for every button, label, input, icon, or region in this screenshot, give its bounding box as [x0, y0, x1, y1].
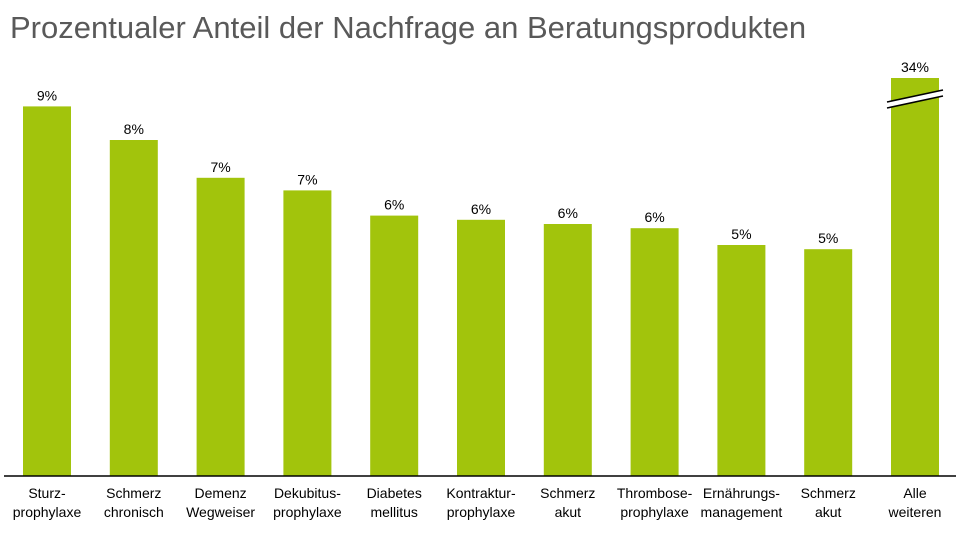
bar — [196, 177, 245, 477]
x-tick-label: Dekubitus- — [274, 485, 341, 501]
data-label: 7% — [210, 159, 230, 175]
bar — [717, 245, 766, 476]
x-tick-label: mellitus — [370, 504, 417, 520]
x-tick-label: prophylaxe — [273, 504, 342, 520]
data-label: 6% — [471, 201, 491, 217]
bar — [804, 249, 853, 476]
axis-break-gap — [887, 90, 943, 108]
data-label: 6% — [558, 205, 578, 221]
bar — [109, 140, 158, 476]
data-label: 6% — [644, 209, 664, 225]
x-tick-label: akut — [815, 504, 842, 520]
x-tick-label: akut — [555, 504, 582, 520]
data-label: 34% — [901, 59, 929, 75]
data-label: 6% — [384, 197, 404, 213]
bar — [283, 190, 332, 476]
data-label: 5% — [731, 226, 751, 242]
x-tick-label: prophylaxe — [447, 504, 516, 520]
data-label: 8% — [124, 121, 144, 137]
x-tick-label: prophylaxe — [13, 504, 82, 520]
bar — [891, 78, 939, 476]
x-tick-label: prophylaxe — [620, 504, 689, 520]
x-tick-label: weiteren — [888, 504, 942, 520]
x-tick-label: Schmerz — [106, 485, 161, 501]
x-tick-label: Schmerz — [540, 485, 595, 501]
x-tick-label: Sturz- — [28, 485, 66, 501]
axis-break-line — [886, 95, 944, 109]
data-label: 7% — [297, 171, 317, 187]
x-tick-label: Thrombose- — [617, 485, 693, 501]
axis-break-line — [886, 89, 944, 103]
bar — [543, 224, 592, 476]
x-tick-label: Kontraktur- — [446, 485, 516, 501]
x-tick-label: management — [701, 504, 783, 520]
bar — [23, 106, 71, 477]
x-tick-label: Schmerz — [801, 485, 856, 501]
bar — [370, 215, 419, 476]
data-label: 5% — [818, 230, 838, 246]
bar — [457, 219, 505, 477]
x-tick-label: Ernährungs- — [703, 485, 780, 501]
x-tick-label: Diabetes — [367, 485, 422, 501]
x-tick-label: Wegweiser — [186, 504, 255, 520]
chart-title: Prozentualer Anteil der Nachfrage an Ber… — [10, 10, 807, 45]
x-tick-label: chronisch — [104, 504, 164, 520]
bar — [630, 228, 679, 476]
x-tick-label: Demenz — [195, 485, 247, 501]
data-label: 9% — [37, 87, 57, 103]
x-tick-label: Alle — [903, 485, 927, 501]
